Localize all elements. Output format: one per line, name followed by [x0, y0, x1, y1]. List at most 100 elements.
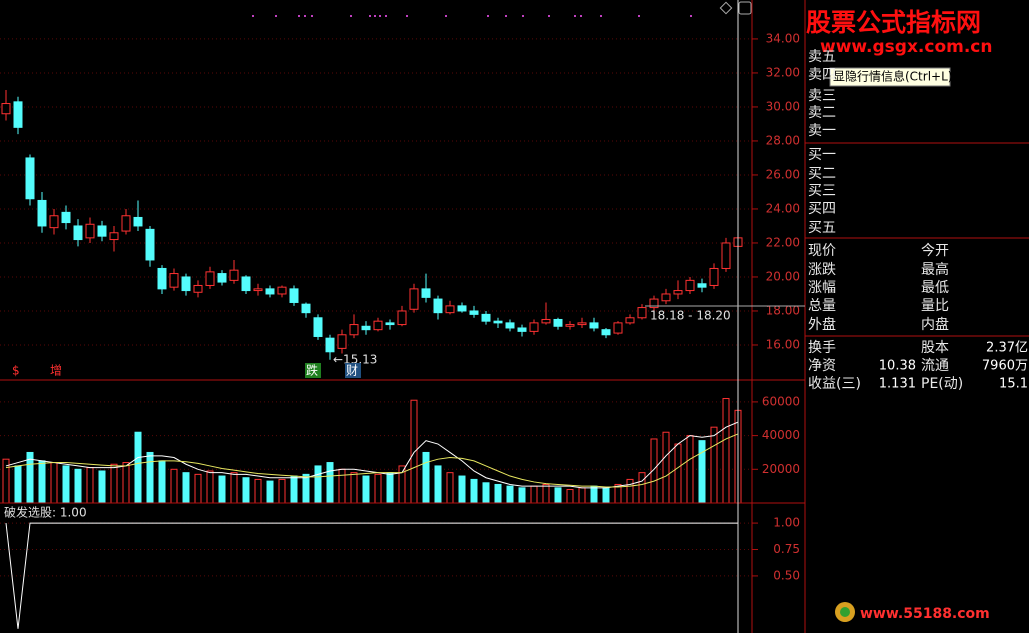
side-panel: 股票公式指标网 www.gsgx.com.cn 显隐行情信息(Ctrl+L) w… — [805, 8, 1029, 622]
candle-body — [421, 288, 431, 298]
volume-bar — [50, 462, 58, 504]
y-tick-label: 1.00 — [773, 516, 800, 530]
buy-label: 买四 — [808, 201, 836, 217]
quote-value: 1.131 — [879, 377, 916, 392]
volume-bar — [86, 467, 94, 504]
candle-body — [25, 157, 35, 200]
candle-body — [73, 225, 83, 241]
candle-body — [253, 288, 263, 292]
candle-body — [1, 103, 11, 115]
candle-body — [709, 267, 719, 286]
candle-body — [721, 242, 731, 269]
volume-bar — [98, 470, 106, 504]
diamond-icon[interactable] — [719, 1, 733, 15]
quote-label: 流通 — [921, 358, 949, 374]
volume-bar — [314, 465, 322, 504]
volume-bar — [266, 480, 274, 504]
candle-body — [469, 310, 479, 315]
top-markers — [252, 15, 692, 17]
volume-bar — [38, 460, 46, 504]
volume-bar — [674, 443, 682, 504]
candle-body — [169, 273, 179, 288]
buy-label: 买一 — [808, 147, 836, 163]
volume-bar — [566, 489, 574, 504]
indicator-title: 破发选股: 1.00 — [4, 505, 87, 520]
y-tick-label: 40000 — [762, 428, 800, 442]
candle-body — [445, 305, 455, 314]
candle-body — [277, 286, 287, 295]
annotation: 18.18 - 18.20 — [650, 309, 731, 323]
candle-body — [193, 284, 203, 293]
candle-body — [565, 324, 575, 327]
candle-body — [517, 327, 527, 332]
quote-label: 最高 — [921, 261, 949, 278]
sell-label: 卖四 — [808, 67, 836, 83]
tooltip-box — [829, 67, 951, 87]
candle-body — [313, 317, 323, 337]
candle-body — [301, 303, 311, 314]
candle-body — [61, 211, 71, 224]
candle-body — [13, 101, 23, 128]
y-tick-label: 24.00 — [766, 201, 800, 215]
candle-body — [397, 310, 407, 326]
signal: $ — [12, 364, 20, 378]
volume-bar — [602, 487, 610, 504]
volume-bar — [506, 485, 514, 504]
candle-body — [637, 307, 647, 319]
volume-bar — [374, 473, 382, 504]
volume-bar — [590, 485, 598, 504]
volume-ma-line — [5, 421, 739, 489]
quote-label: 涨幅 — [808, 280, 836, 296]
volume-bar — [422, 451, 430, 504]
volume-bar — [362, 475, 370, 504]
sell-label: 卖五 — [808, 49, 836, 65]
sell-label: 卖三 — [808, 88, 836, 104]
signal: 财 — [346, 364, 358, 378]
window-button[interactable] — [738, 1, 752, 15]
candle-body — [577, 322, 587, 326]
y-tick-label: 20.00 — [766, 269, 800, 283]
quote-value: 7960万 — [982, 359, 1028, 374]
volume-bar — [470, 478, 478, 504]
candle-body — [109, 232, 119, 241]
candle-body — [157, 267, 167, 290]
quote-label: 最低 — [921, 280, 949, 296]
logo-url: www.gsgx.com.cn — [820, 37, 992, 57]
volume-bar — [710, 426, 718, 504]
candle-body — [229, 269, 239, 281]
volume-bar — [410, 399, 418, 504]
volume-bar — [242, 477, 250, 504]
volume-bar — [290, 475, 298, 504]
volume-bar — [194, 473, 202, 504]
volume-bar — [518, 487, 526, 504]
volume-bar — [278, 478, 286, 504]
candle-body — [97, 225, 107, 237]
y-tick-label: 30.00 — [766, 99, 800, 113]
volume-bar — [182, 472, 190, 504]
logo-title: 股票公式指标网 — [806, 8, 981, 37]
quote-value: 10.38 — [879, 359, 916, 374]
volume-bar — [254, 478, 262, 504]
volume-bar — [350, 472, 358, 504]
y-tick-label: 28.00 — [766, 133, 800, 147]
signal: 增 — [50, 364, 62, 378]
volume-bar — [74, 468, 82, 504]
candle-body — [685, 279, 695, 292]
buy-label: 买三 — [808, 183, 836, 199]
candle-body — [625, 317, 635, 324]
candle-body — [673, 290, 683, 295]
volume-bar — [722, 398, 730, 504]
y-tick-label: 16.00 — [766, 337, 800, 351]
volume-bar — [686, 435, 694, 504]
volume-bar — [434, 465, 442, 504]
candle-body — [385, 322, 395, 326]
candle-body — [373, 320, 383, 331]
y-tick-label: 0.50 — [773, 568, 800, 582]
volume-bar — [494, 483, 502, 504]
volume-bar — [14, 465, 22, 504]
candle-body — [145, 228, 155, 261]
volume-bar — [662, 431, 670, 504]
candle-body — [289, 288, 299, 303]
